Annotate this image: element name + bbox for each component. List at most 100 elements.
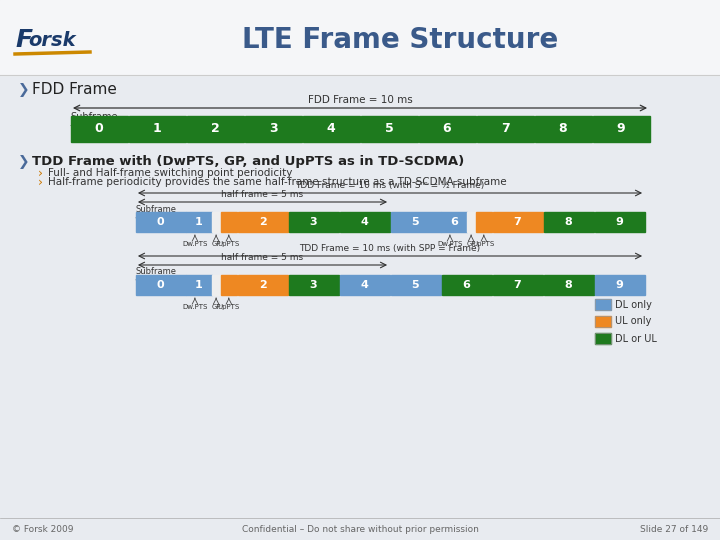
- Bar: [544, 275, 593, 295]
- Bar: [390, 275, 441, 295]
- Text: ◄ 1 ms ►: ◄ 1 ms ►: [70, 120, 115, 130]
- Bar: [441, 212, 467, 232]
- Text: 6: 6: [462, 280, 470, 290]
- Bar: [212, 212, 220, 232]
- Bar: [186, 275, 212, 295]
- Text: 8: 8: [564, 280, 572, 290]
- Bar: [361, 116, 418, 142]
- Text: ❯: ❯: [18, 83, 30, 97]
- Text: UpPTS: UpPTS: [473, 241, 495, 247]
- Bar: [595, 275, 644, 295]
- Text: 3: 3: [269, 123, 277, 136]
- Text: TDD Frame with (DwPTS, GP, and UpPTS as in TD-SCDMA): TDD Frame with (DwPTS, GP, and UpPTS as …: [32, 156, 464, 168]
- Bar: [595, 212, 644, 232]
- Bar: [238, 212, 287, 232]
- Bar: [220, 212, 236, 232]
- Bar: [302, 116, 359, 142]
- Bar: [340, 212, 390, 232]
- Text: © Forsk 2009: © Forsk 2009: [12, 524, 73, 534]
- Text: Dw.PTS: Dw.PTS: [182, 304, 207, 310]
- Bar: [220, 275, 236, 295]
- Text: ›: ›: [38, 176, 43, 188]
- Text: 5: 5: [412, 280, 419, 290]
- Text: 6: 6: [443, 123, 451, 136]
- Text: Subframe: Subframe: [70, 112, 117, 122]
- Text: 9: 9: [616, 280, 624, 290]
- Text: half frame = 5 ms: half frame = 5 ms: [222, 190, 304, 199]
- Text: 0: 0: [157, 280, 164, 290]
- Text: 5: 5: [412, 217, 419, 227]
- Text: Dw.PTS: Dw.PTS: [182, 241, 207, 247]
- Text: ◄ 1 ms ►: ◄ 1 ms ►: [135, 213, 174, 221]
- Bar: [128, 116, 186, 142]
- Bar: [186, 116, 243, 142]
- Bar: [595, 299, 611, 310]
- Bar: [595, 316, 611, 327]
- Text: 9: 9: [616, 217, 624, 227]
- Text: 1: 1: [195, 280, 202, 290]
- Bar: [289, 212, 338, 232]
- Text: UL only: UL only: [615, 316, 652, 327]
- Text: 7: 7: [513, 217, 521, 227]
- Bar: [595, 316, 611, 327]
- Text: FDD Frame: FDD Frame: [32, 83, 117, 98]
- Text: 2: 2: [258, 217, 266, 227]
- Text: 2: 2: [211, 123, 220, 136]
- Bar: [245, 116, 302, 142]
- Text: F: F: [15, 28, 32, 52]
- Text: half frame = 5 ms: half frame = 5 ms: [222, 253, 304, 262]
- Bar: [441, 275, 492, 295]
- Bar: [534, 116, 592, 142]
- Text: DL or UL: DL or UL: [615, 334, 657, 343]
- Text: GP: GP: [212, 241, 221, 247]
- Text: 9: 9: [617, 123, 625, 136]
- Text: ◄ 1 ms ►: ◄ 1 ms ►: [135, 275, 174, 285]
- Text: 5: 5: [384, 123, 393, 136]
- Bar: [593, 116, 649, 142]
- Text: 7: 7: [513, 280, 521, 290]
- Bar: [477, 116, 534, 142]
- Bar: [238, 275, 287, 295]
- Text: 2: 2: [258, 280, 266, 290]
- Text: Confidential – Do not share without prior permission: Confidential – Do not share without prio…: [242, 524, 478, 534]
- Text: 8: 8: [564, 217, 572, 227]
- Text: FDD Frame = 10 ms: FDD Frame = 10 ms: [307, 95, 413, 105]
- Bar: [595, 333, 611, 344]
- Bar: [71, 116, 127, 142]
- Text: GP: GP: [212, 304, 221, 310]
- Text: 4: 4: [361, 217, 369, 227]
- Text: 1: 1: [153, 123, 161, 136]
- Bar: [492, 275, 542, 295]
- Text: UpPTS: UpPTS: [217, 241, 240, 247]
- Bar: [135, 212, 186, 232]
- Bar: [390, 212, 441, 232]
- Text: 3: 3: [310, 217, 318, 227]
- Text: Subframe: Subframe: [135, 267, 176, 276]
- Text: ❯: ❯: [18, 155, 30, 169]
- Text: ›: ›: [38, 166, 43, 179]
- Text: TDD Frame = 10 ms (with SPP = Frame): TDD Frame = 10 ms (with SPP = Frame): [300, 244, 480, 253]
- Bar: [0, 0, 720, 75]
- Text: orsk: orsk: [28, 30, 76, 50]
- Bar: [595, 333, 611, 344]
- Bar: [340, 275, 390, 295]
- Text: 4: 4: [361, 280, 369, 290]
- Bar: [476, 212, 492, 232]
- Text: Half-frame periodicity provides the same half-frame structure as a TD-SCDMA subf: Half-frame periodicity provides the same…: [48, 177, 507, 187]
- Text: Full- and Half-frame switching point periodicity: Full- and Half-frame switching point per…: [48, 168, 292, 178]
- Text: 1: 1: [195, 217, 202, 227]
- Bar: [135, 275, 186, 295]
- Bar: [212, 275, 220, 295]
- Bar: [418, 116, 475, 142]
- Bar: [467, 212, 476, 232]
- Text: 8: 8: [559, 123, 567, 136]
- Text: Slide 27 of 149: Slide 27 of 149: [640, 524, 708, 534]
- Text: 0: 0: [157, 217, 164, 227]
- Text: TDD Frame = 10 ms (with Sⁿⁿ = ½ Frame): TDD Frame = 10 ms (with Sⁿⁿ = ½ Frame): [295, 181, 485, 190]
- Text: LTE Frame Structure: LTE Frame Structure: [242, 26, 558, 54]
- Text: 0: 0: [94, 123, 104, 136]
- Text: 3: 3: [310, 280, 318, 290]
- Text: Subframe: Subframe: [135, 205, 176, 213]
- Text: 7: 7: [500, 123, 509, 136]
- Bar: [544, 212, 593, 232]
